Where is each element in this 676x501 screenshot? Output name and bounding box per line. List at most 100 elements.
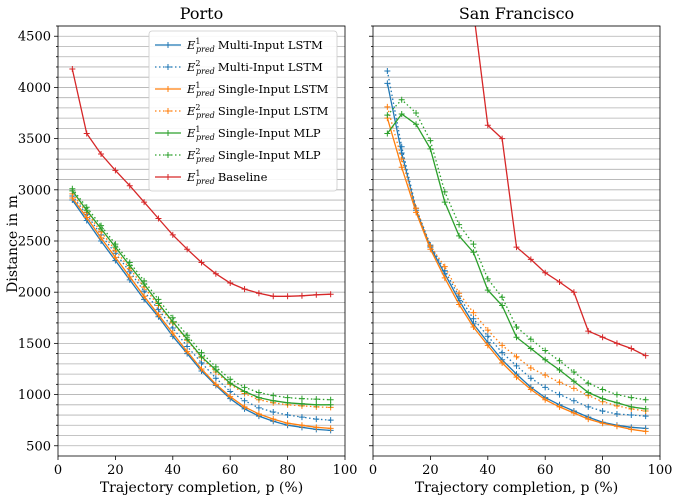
legend-marker	[165, 108, 171, 114]
data-point	[556, 391, 563, 398]
data-point	[484, 333, 491, 340]
x-axis-label: Trajectory completion, p (%)	[100, 480, 303, 496]
data-point	[398, 164, 405, 171]
legend: E1 pred Multi-Input LSTM E2 pred Multi-Input …	[148, 30, 338, 192]
data-point	[585, 380, 592, 387]
y-tick-label: 1000	[18, 388, 51, 403]
data-point	[441, 263, 448, 270]
y-tick-label: 2000	[18, 286, 51, 301]
data-point	[284, 394, 291, 401]
data-point	[298, 292, 305, 299]
data-point	[470, 324, 477, 330]
data-point	[126, 273, 133, 280]
data-point	[470, 249, 477, 256]
data-point	[198, 349, 205, 356]
data-point	[542, 356, 549, 363]
data-point	[327, 425, 334, 432]
series-group	[69, 66, 334, 434]
y-tick-label: 3500	[18, 132, 51, 147]
data-point	[499, 135, 506, 142]
chart-panel-0: 0 20 40 60 80 100 500 1000 1500 2000 2500 3000 3500 4…	[18, 4, 358, 496]
data-point	[642, 428, 649, 435]
grid	[373, 25, 660, 447]
data-point	[513, 324, 520, 330]
data-point	[599, 334, 606, 341]
data-point	[527, 336, 534, 343]
data-point	[513, 353, 520, 360]
x-tick-label: 100	[333, 463, 358, 478]
data-point	[542, 269, 549, 276]
legend-marker	[165, 174, 171, 180]
data-point	[98, 222, 105, 229]
legend-marker	[165, 130, 171, 136]
data-point	[184, 332, 191, 339]
data-point	[585, 416, 592, 423]
data-point	[284, 293, 291, 300]
x-tick-label: 60	[222, 463, 239, 478]
data-point	[227, 376, 234, 383]
data-point	[155, 296, 162, 303]
y-tick-label: 4500	[18, 30, 51, 45]
data-point	[198, 365, 205, 372]
data-point	[499, 342, 506, 349]
data-point	[556, 367, 563, 373]
data-point	[298, 422, 305, 429]
data-point	[585, 403, 592, 410]
data-point	[255, 290, 262, 297]
data-point	[470, 309, 477, 316]
data-point	[398, 143, 405, 150]
data-point	[484, 287, 491, 294]
data-point	[599, 407, 606, 414]
data-point	[513, 244, 520, 251]
data-point	[198, 359, 205, 366]
chart-panel-1: 0 20 40 60 80 100 San Francisco Trajectory comp…	[369, 4, 673, 496]
legend-label: E2 pred Single-Input LSTM	[186, 103, 329, 120]
data-point	[527, 375, 534, 382]
data-point	[642, 413, 649, 420]
data-point	[456, 290, 463, 297]
data-point	[284, 420, 291, 427]
panel-title: San Francisco	[459, 4, 574, 23]
data-point	[441, 274, 448, 281]
data-point	[613, 391, 620, 398]
data-point	[169, 330, 176, 337]
data-point	[327, 417, 334, 424]
data-point	[427, 137, 434, 144]
data-point	[628, 426, 635, 433]
data-point	[212, 381, 219, 388]
data-point	[642, 396, 649, 403]
data-point	[270, 293, 277, 300]
legend-box	[148, 30, 338, 192]
x-tick-label: 40	[165, 463, 182, 478]
legend-marker	[165, 86, 171, 92]
data-point	[313, 291, 320, 298]
data-point	[456, 232, 463, 239]
data-point	[98, 234, 105, 241]
data-point	[413, 205, 420, 212]
data-point	[313, 401, 320, 408]
data-point	[628, 345, 635, 352]
data-point	[241, 384, 248, 391]
data-point	[169, 325, 176, 332]
data-point	[556, 357, 563, 364]
data-point	[255, 389, 262, 396]
data-point	[427, 243, 434, 250]
data-point	[284, 412, 291, 419]
data-point	[398, 156, 405, 163]
data-point	[441, 188, 448, 195]
data-point	[313, 424, 320, 431]
data-point	[599, 395, 606, 402]
data-point	[227, 388, 234, 395]
data-point	[126, 259, 133, 266]
data-point	[255, 394, 262, 401]
data-point	[642, 352, 649, 359]
data-point	[198, 259, 205, 266]
data-point	[484, 342, 491, 349]
data-point	[69, 185, 76, 192]
data-point	[542, 384, 549, 391]
legend-label: E2 pred Multi-Input LSTM	[186, 59, 323, 76]
data-point	[628, 403, 635, 410]
data-point	[112, 167, 119, 174]
data-point	[556, 379, 563, 386]
